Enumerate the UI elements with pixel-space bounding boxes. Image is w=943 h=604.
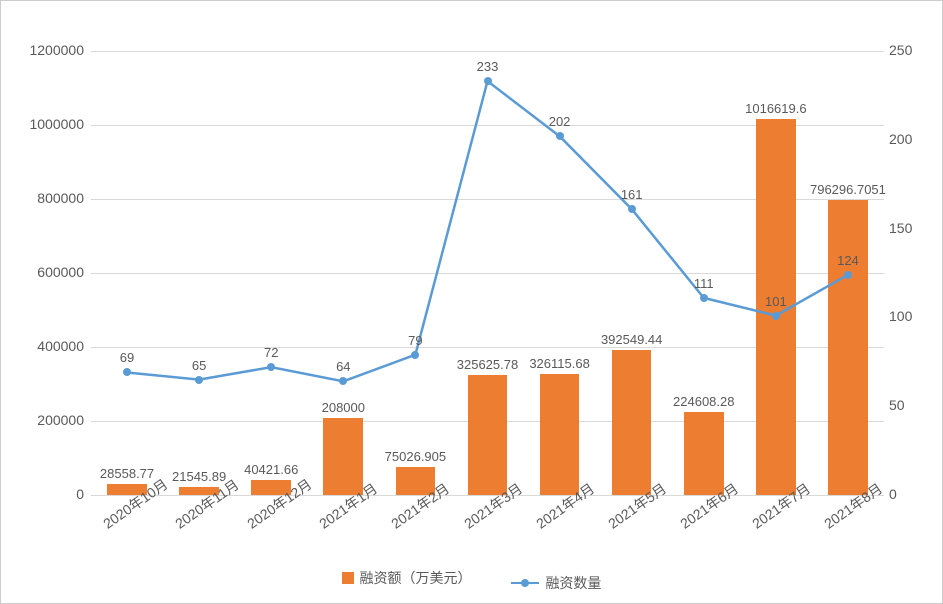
line-series: [91, 51, 884, 495]
y2-tick-label: 100: [889, 308, 934, 324]
line-value-label: 64: [323, 359, 363, 374]
y1-tick-label: 200000: [16, 412, 84, 428]
bar-swatch-icon: [342, 572, 354, 584]
legend-bar-label: 融资额（万美元）: [360, 568, 472, 588]
line-marker: [267, 363, 275, 371]
legend-item-line: 融资数量: [511, 573, 601, 593]
line-value-label: 124: [828, 253, 868, 268]
y1-tick-label: 800000: [16, 190, 84, 206]
y1-tick-label: 1000000: [16, 116, 84, 132]
line-value-label: 233: [468, 59, 508, 74]
legend-line-label: 融资数量: [545, 573, 601, 593]
y1-tick-label: 1200000: [16, 42, 84, 58]
y2-tick-label: 50: [889, 397, 934, 413]
line-marker: [556, 132, 564, 140]
combo-chart: 0 200000 400000 600000 800000 1000000 1200000 0…: [0, 0, 943, 604]
line-swatch-icon: [511, 582, 539, 584]
y2-tick-label: 250: [889, 42, 934, 58]
plot-area: 0200000400000600000800000100000012000000…: [91, 51, 884, 495]
line-marker: [123, 368, 131, 376]
line-marker: [700, 294, 708, 302]
line-marker: [844, 271, 852, 279]
line-value-label: 101: [756, 294, 796, 309]
line-value-label: 202: [540, 114, 580, 129]
y1-tick-label: 0: [16, 486, 84, 502]
line-value-label: 69: [107, 350, 147, 365]
y1-tick-label: 600000: [16, 264, 84, 280]
line-marker: [339, 377, 347, 385]
line-value-label: 72: [251, 345, 291, 360]
line-marker: [195, 376, 203, 384]
line-marker: [484, 77, 492, 85]
y2-tick-label: 150: [889, 220, 934, 236]
line-value-label: 79: [395, 333, 435, 348]
y1-tick-label: 400000: [16, 338, 84, 354]
legend-item-bar: 融资额（万美元）: [342, 568, 472, 588]
line-value-label: 65: [179, 358, 219, 373]
legend: 融资额（万美元） 融资数量: [1, 568, 942, 593]
line-value-label: 111: [684, 276, 724, 291]
y2-tick-label: 200: [889, 131, 934, 147]
y2-tick-label: 0: [889, 486, 934, 502]
line-marker: [411, 351, 419, 359]
line-marker: [772, 312, 780, 320]
line-marker: [628, 205, 636, 213]
line-value-label: 161: [612, 187, 652, 202]
